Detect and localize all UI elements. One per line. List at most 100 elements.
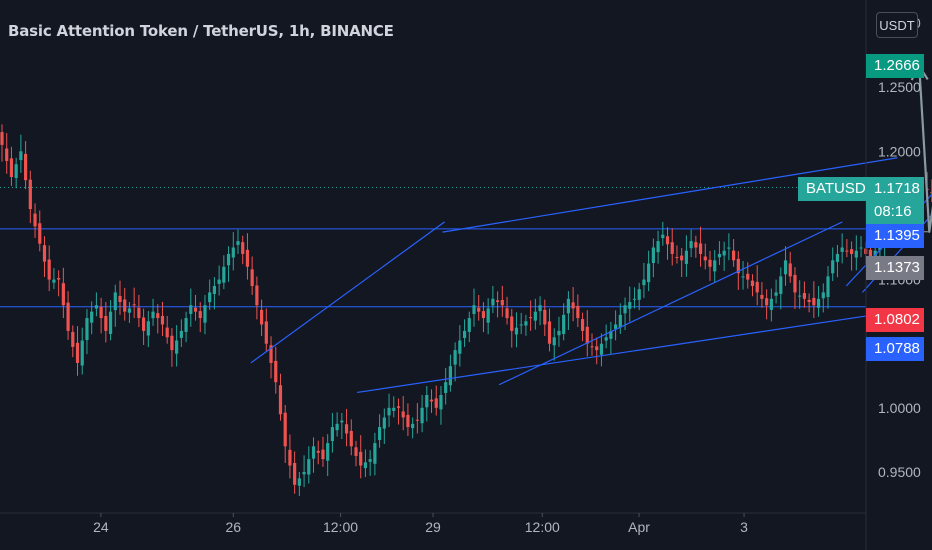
candle-body [57,278,61,280]
candle-body [765,298,769,306]
candle [99,297,103,334]
candle [165,316,169,344]
candle-body [562,314,566,334]
candle-body [472,305,476,314]
candle [127,302,132,323]
candle [850,241,854,271]
candle-body [127,308,132,313]
candle [411,417,415,439]
candle-body [165,327,169,338]
candle-body [132,304,136,306]
candle-body [850,249,854,254]
candle [236,229,240,254]
candle [396,398,401,425]
candle [354,440,358,467]
candle-body [368,459,372,462]
candle-body [769,298,773,310]
candle [496,291,500,318]
candle [453,342,457,382]
price-tag-horizontal-line-upper: 1.1395 [866,223,924,248]
candle [552,328,556,361]
candle [774,279,778,304]
channel-upper-line-segment [498,221,843,386]
candle-body [750,280,755,286]
candle-body [193,307,198,312]
candle [821,283,825,313]
candle [448,354,452,392]
price-tag-target: 1.2666 [866,53,924,78]
candle [486,298,490,335]
candle [505,296,509,325]
candle-body [90,311,94,323]
candle [566,291,570,330]
candle [363,449,368,478]
candle-body [689,241,693,249]
candle [472,288,476,327]
candle-body [5,148,9,161]
candle [637,282,641,311]
candle-body [727,247,731,249]
candle [198,302,202,333]
candle [481,302,486,333]
candle-body [604,337,608,341]
candle [816,285,821,317]
candle-body [146,321,150,336]
candle-body [321,449,325,460]
last-price-tag: 1.1718 [866,176,924,201]
candle-body [278,385,283,415]
candle-body [19,151,23,161]
candle [807,293,811,313]
candle-body [236,241,240,245]
candle [604,324,608,349]
candle [595,337,599,365]
candle [373,432,377,476]
candle [547,308,552,352]
candle [722,241,726,271]
candle [585,310,589,357]
currency-unit-button[interactable]: USDT [876,12,918,38]
candle-body [33,213,37,227]
candle-body [9,158,14,177]
candle-body [75,342,80,363]
candle-body [113,292,117,311]
candle-body [462,330,467,338]
candle-body [108,311,113,334]
candle [769,288,773,322]
candle-body [722,250,726,256]
candle [38,210,42,252]
candle [675,245,679,264]
candle-body [774,292,778,296]
candle-body [868,249,873,261]
candle [132,287,136,319]
candle [378,414,382,448]
candle-body [137,307,141,319]
candle [189,288,193,327]
candle [798,280,802,309]
candle-body [293,462,297,485]
candle [75,326,80,376]
candle-body [859,247,863,249]
candle [311,437,316,473]
candle-body [283,412,287,447]
x-tick-label: 29 [425,519,441,535]
candle [250,256,254,295]
candle-body [713,260,717,272]
candle [85,309,89,355]
candle-body [170,335,174,351]
candle-body [816,298,821,308]
candle [562,303,566,341]
candle [14,157,18,189]
candle-body [793,274,797,293]
candle [434,385,438,416]
candle [344,408,349,447]
x-tick-label: Apr [628,519,650,535]
candle [533,298,537,330]
candle-body [123,299,127,312]
candle [580,312,585,342]
candle-body [274,360,278,383]
candle [717,241,722,265]
candle [24,141,28,190]
candle [736,251,740,290]
candle-body [160,316,165,325]
